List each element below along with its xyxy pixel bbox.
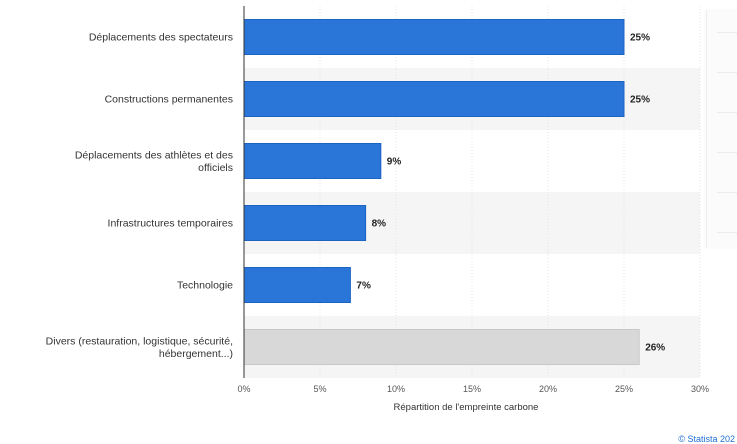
bars [243,19,640,365]
category-label: Constructions permanentes [105,94,233,106]
bar[interactable] [243,205,367,241]
x-tick-label: 5% [313,384,326,394]
toolbar-divider [717,72,737,73]
x-tick-labels: 0% 5% 10% 15% 20% 25% 30% [237,384,709,394]
category-labels: Déplacements des spectateurs Construction… [46,32,234,360]
category-label: Divers (restauration, logistique, sécuri… [46,335,233,360]
value-label: 26% [645,343,665,354]
value-label: 25% [630,95,650,106]
value-label: 8% [372,219,387,230]
x-axis-title: Répartition de l'empreinte carbone [394,402,539,413]
statista-credit[interactable]: © Statista 202 [678,434,735,444]
x-tick-label: 0% [237,384,250,394]
bar[interactable] [243,267,351,303]
x-tick-label: 25% [615,384,633,394]
category-label: Infrastructures temporaires [108,218,233,230]
bar[interactable] [243,81,625,117]
value-labels: 25% 25% 9% 8% 7% 26% [356,33,665,354]
bar[interactable] [243,19,625,55]
side-toolbar [706,10,737,248]
value-label: 25% [630,33,650,44]
category-label: Déplacements des spectateurs [89,32,233,44]
x-tick-label: 15% [463,384,481,394]
toolbar-divider [717,192,737,193]
toolbar-divider [717,152,737,153]
bar[interactable] [243,329,640,365]
x-tick-label: 30% [691,384,709,394]
toolbar-divider [717,32,737,33]
value-label: 7% [356,281,371,292]
x-tick-label: 20% [539,384,557,394]
x-tick-label: 10% [387,384,405,394]
gridlines [319,6,701,378]
toolbar-divider [717,112,737,113]
toolbar-divider [717,232,737,233]
bar[interactable] [243,143,382,179]
category-label: Technologie [177,280,233,292]
value-label: 9% [387,157,402,168]
category-label: Déplacements des athlètes et des officiel… [75,149,233,174]
